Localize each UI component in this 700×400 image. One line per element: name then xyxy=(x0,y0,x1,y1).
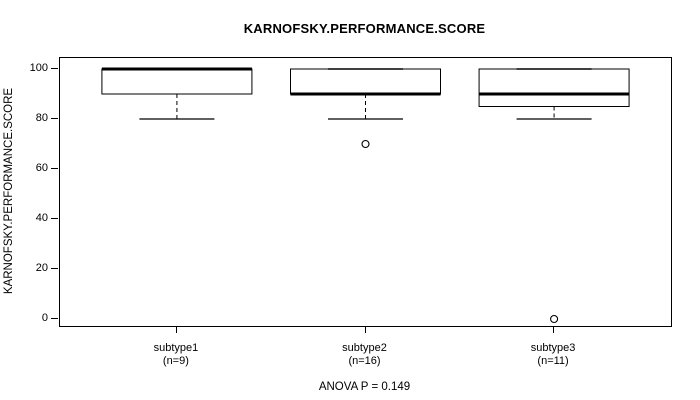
outlier-subtype2 xyxy=(361,139,370,149)
y-tick-60 xyxy=(51,168,58,169)
chart-title: KARNOFSKY.PERFORMANCE.SCORE xyxy=(243,21,486,36)
y-tick-40 xyxy=(51,218,58,219)
anova-p-label: ANOVA P = 0.149 xyxy=(318,381,411,393)
y-tick-label-20: 20 xyxy=(35,262,48,274)
y-tick-label-40: 40 xyxy=(35,212,48,224)
box-subtype2 xyxy=(290,68,441,95)
x-tick-label-subtype2: subtype2 (n=16) xyxy=(295,342,435,368)
y-tick-0 xyxy=(51,318,58,319)
group-count-subtype3: (n=11) xyxy=(537,355,569,367)
group-count-subtype1: (n=9) xyxy=(162,355,189,367)
y-tick-100 xyxy=(51,68,58,69)
plot-area xyxy=(59,57,672,327)
box-subtype3 xyxy=(478,68,630,107)
x-tick-subtype1 xyxy=(175,326,177,333)
x-tick-label-subtype3: subtype3 (n=11) xyxy=(483,342,623,368)
group-name-subtype1: subtype1 xyxy=(153,342,199,354)
y-tick-20 xyxy=(51,268,58,269)
y-tick-80 xyxy=(51,118,58,119)
group-count-subtype2: (n=16) xyxy=(348,355,381,367)
boxplot-canvas xyxy=(101,67,630,324)
y-tick-label-80: 80 xyxy=(35,112,48,124)
outlier-subtype3 xyxy=(550,314,559,324)
x-tick-label-subtype1: subtype1 (n=9) xyxy=(106,342,246,368)
group-name-subtype2: subtype2 xyxy=(342,342,387,354)
x-tick-subtype2 xyxy=(364,326,366,333)
y-tick-label-100: 100 xyxy=(29,62,48,74)
y-tick-label-60: 60 xyxy=(35,162,48,174)
group-name-subtype3: subtype3 xyxy=(530,342,576,354)
box-subtype1 xyxy=(101,68,253,95)
y-tick-label-0: 0 xyxy=(41,312,48,324)
x-tick-subtype3 xyxy=(553,326,555,333)
